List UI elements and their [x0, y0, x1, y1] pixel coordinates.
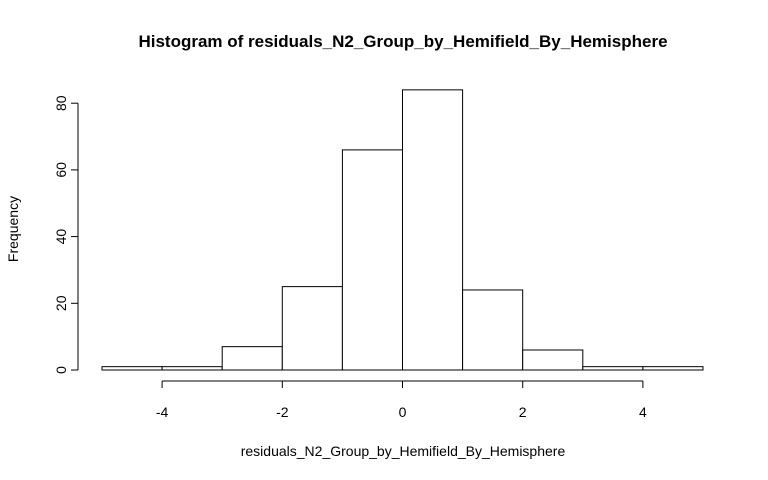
- histogram-bar-2: [221, 346, 283, 371]
- histogram-bar-7: [522, 349, 584, 371]
- x-tick-label-1: -2: [276, 404, 289, 420]
- x-tick-label-4: 4: [639, 404, 647, 420]
- y-tick-label-3: 60: [53, 162, 69, 178]
- histogram-bar-3: [281, 286, 343, 371]
- histogram-bar-5: [402, 89, 464, 371]
- x-axis: -4 -2 0 2 4: [156, 380, 647, 420]
- histogram-bar-6: [462, 289, 524, 371]
- histogram-bar-9: [642, 366, 704, 371]
- x-tick-label-0: -4: [156, 404, 169, 420]
- y-tick-label-4: 80: [53, 95, 69, 111]
- y-tick-label-1: 20: [53, 295, 69, 311]
- histogram-bar-1: [161, 366, 223, 371]
- x-tick-label-3: 2: [519, 404, 527, 420]
- bars-group: [101, 89, 704, 371]
- x-axis-label: residuals_N2_Group_by_Hemifield_By_Hemis…: [241, 443, 566, 459]
- chart-title: Histogram of residuals_N2_Group_by_Hemif…: [138, 32, 667, 51]
- histogram-bar-0: [101, 366, 163, 371]
- y-axis-label: Frequency: [5, 196, 21, 262]
- histogram-bar-4: [341, 149, 403, 371]
- histogram-bar-8: [582, 366, 644, 371]
- y-tick-label-0: 0: [53, 366, 69, 374]
- x-tick-label-2: 0: [399, 404, 407, 420]
- y-tick-label-2: 40: [53, 229, 69, 245]
- y-axis: 0 20 40 60 80: [53, 95, 79, 374]
